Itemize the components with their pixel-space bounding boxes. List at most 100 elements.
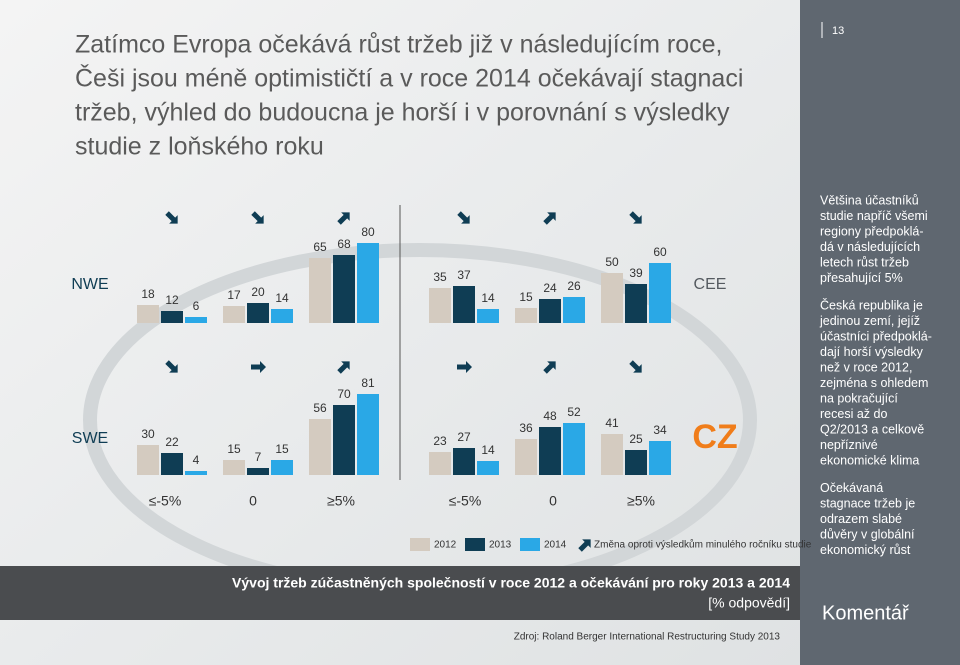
bar [453,286,475,323]
x-tick-label: ≥5% [627,493,655,509]
value-label: 39 [629,266,643,280]
legend-swatch [410,538,430,551]
slide-title: Zatímco Evropa očekává růst tržeb již v … [75,31,722,59]
trend-arrow [543,212,556,225]
bar [453,448,475,475]
sidebar-text: letech růst tržeb [820,255,909,269]
sidebar-text: recesi až do [820,407,887,421]
sidebar-text: než v roce 2012, [820,360,912,374]
sidebar-text: zejména s ohledem [820,376,928,390]
value-label: 24 [543,281,557,295]
value-label: 48 [543,409,557,423]
trend-arrow [251,211,264,224]
value-label: 15 [227,442,241,456]
bar [477,461,499,475]
value-label: 56 [313,401,327,415]
value-label: 70 [337,387,351,401]
title-band [0,566,800,620]
bar [185,471,207,475]
panel-label: NWE [71,276,108,293]
sidebar-text: dá v následujících [820,240,920,254]
trend-arrow [629,360,642,373]
value-label: 65 [313,240,327,254]
slide-title: Češi jsou méně optimističtí a v roce 201… [75,64,743,93]
bar [625,284,647,323]
sidebar-text: účastníci předpoklá- [820,329,932,343]
bar [649,441,671,475]
sidebar-text: odrazem slabé [820,512,902,526]
value-label: 14 [481,291,495,305]
bar [477,309,499,323]
value-label: 27 [457,430,471,444]
bar [247,468,269,475]
value-label: 25 [629,432,643,446]
x-tick-label: 0 [249,493,257,509]
bar [563,423,585,475]
legend-label: 2014 [544,540,567,551]
trend-arrow [165,360,178,373]
bar [271,460,293,475]
slide-title: tržeb, výhled do budoucna je horší i v p… [75,99,730,127]
sidebar-text: nepříznivé [820,438,878,452]
value-label: 23 [433,434,447,448]
sidebar-text: jedinou zemí, jejíž [819,314,920,328]
legend-label: 2013 [489,540,512,551]
x-tick-label: ≥5% [327,493,355,509]
slide-title: studie z loňského roku [75,133,324,161]
trend-arrow [337,361,350,374]
value-label: 34 [653,423,667,437]
value-label: 20 [251,285,265,299]
bar [429,452,451,475]
value-label: 18 [141,287,155,301]
value-label: 81 [361,376,375,390]
value-label: 14 [481,443,495,457]
sidebar-text: Očekávaná [820,481,883,495]
bar [539,299,561,323]
bar [515,439,537,475]
bar [223,460,245,475]
bar [137,445,159,475]
panel-label: SWE [72,430,108,447]
value-label: 35 [433,270,447,284]
chart-title: Vývoj tržeb zúčastněných společností v r… [232,575,790,591]
legend-note: Změna oproti výsledkům minulého ročníku … [594,539,812,551]
panel-label: CEE [694,276,727,293]
value-label: 30 [141,427,155,441]
bar [357,243,379,323]
bar [601,434,623,475]
sidebar-footer: Komentář [822,602,910,624]
trend-arrow [165,211,178,224]
bar [357,394,379,475]
bar [333,405,355,475]
value-label: 7 [255,450,262,464]
sidebar-text: dají horší výsledky [820,345,924,359]
bar [161,311,183,323]
trend-arrow [578,539,591,552]
bar [309,258,331,323]
source: Zdroj: Roland Berger International Restr… [514,632,781,643]
panel-label: CZ [692,418,737,456]
sidebar-text: Q2/2013 a celkově [820,422,924,436]
value-label: 26 [567,279,581,293]
sidebar-text: Česká republika je [820,297,923,312]
bar [223,306,245,323]
sidebar-text: ekonomické klima [820,453,919,467]
bar [601,273,623,323]
value-label: 4 [193,453,200,467]
value-label: 14 [275,291,289,305]
trend-arrow [629,211,642,224]
bar [309,419,331,475]
trend-arrow [337,212,350,225]
value-label: 12 [165,293,179,307]
value-label: 80 [361,225,375,239]
value-label: 6 [193,299,200,313]
sidebar-text: na pokračující [820,391,898,405]
sidebar-text: přesahující 5% [820,271,903,285]
bar [333,255,355,323]
bar [649,263,671,323]
value-label: 41 [605,416,619,430]
x-tick-label: 0 [549,493,557,509]
sidebar-text: důvěry v globální [820,527,915,541]
trend-arrow [251,361,266,373]
